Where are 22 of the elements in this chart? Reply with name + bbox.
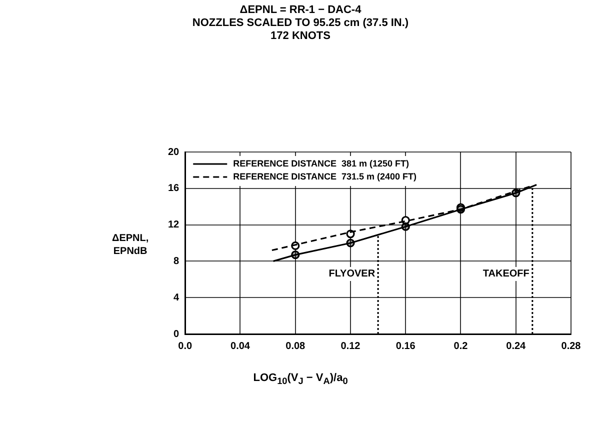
x-tick-label: 0.04 (230, 340, 250, 352)
y-tick-label: 12 (168, 220, 180, 231)
x-tick-label: 0.08 (286, 340, 306, 352)
y-tick-label: 8 (174, 256, 180, 267)
x-axis-title: LOG$_{10}$(V$_{J}$ − V$_{A}$)/a$_{0}$ (252, 372, 349, 386)
x-tick-label: 0.12 (340, 340, 361, 352)
y-tick-label: 20 (168, 146, 180, 158)
y-tick-label: 16 (168, 183, 180, 194)
y-tick-label: 4 (174, 292, 180, 304)
chart-subtitle: NOZZLES SCALED TO 95.25 cm (37.5 IN.) 172 KNOTS (191, 17, 410, 43)
chart-title: ΔEPNL = RR-1 − DAC-4 (238, 4, 362, 17)
x-tick-label: 0.24 (506, 340, 526, 352)
y-axis-title: ΔEPNL, EPNdB (112, 232, 149, 258)
legend-label: REFERENCE DISTANCE 731.5 m (2400 FT) (233, 171, 417, 182)
legend-label: REFERENCE DISTANCE 381 m (1250 FT) (233, 158, 409, 168)
x-tick-label: 0.16 (396, 340, 416, 352)
ref-line-label: FLYOVER (328, 268, 376, 280)
x-tick-label: 0.0 (178, 340, 193, 352)
ref-line-label: TAKEOFF (482, 268, 530, 280)
x-tick-label: 0.28 (561, 340, 582, 352)
x-tick-label: 0.2 (454, 340, 468, 352)
y-tick-label: 0 (174, 328, 180, 340)
